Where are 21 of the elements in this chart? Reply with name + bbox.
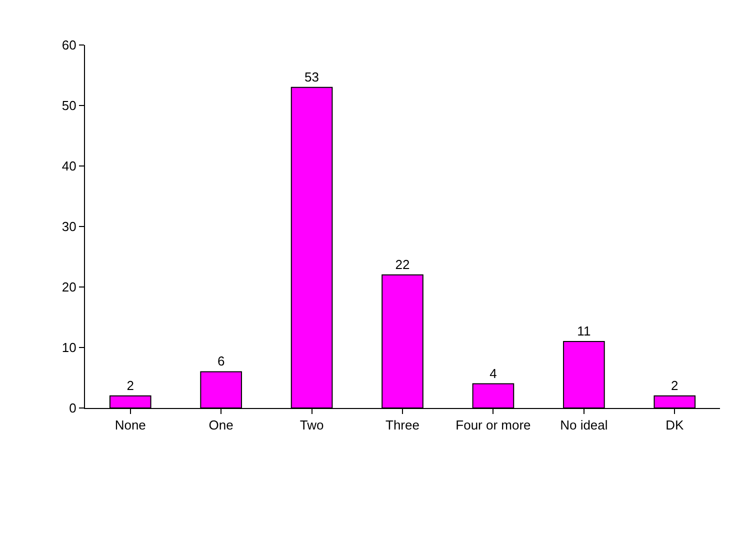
y-tick-label: 60 [62, 38, 76, 53]
x-tick-label: Two [300, 418, 324, 433]
data-label: 2 [126, 378, 134, 393]
x-tick-label: Four or more [456, 418, 531, 433]
y-tick-label: 0 [69, 400, 76, 416]
x-tick-label: One [208, 418, 234, 433]
y-tick-label: 40 [62, 158, 76, 174]
y-tick-label: 30 [62, 219, 76, 234]
y-tick-label: 20 [62, 280, 76, 295]
data-label: 22 [395, 256, 410, 272]
data-label: 11 [577, 323, 591, 338]
x-tick-label: Three [386, 418, 420, 433]
x-tick-label: No ideal [560, 418, 608, 433]
x-tick-label: DK [666, 418, 684, 433]
data-label: 2 [671, 378, 678, 393]
data-label: 4 [490, 366, 497, 381]
data-label: 6 [217, 354, 225, 369]
y-tick-label: 50 [62, 98, 76, 114]
x-tick-label: None [114, 418, 146, 433]
y-tick-label: 10 [62, 340, 76, 356]
data-label: 53 [304, 69, 320, 84]
